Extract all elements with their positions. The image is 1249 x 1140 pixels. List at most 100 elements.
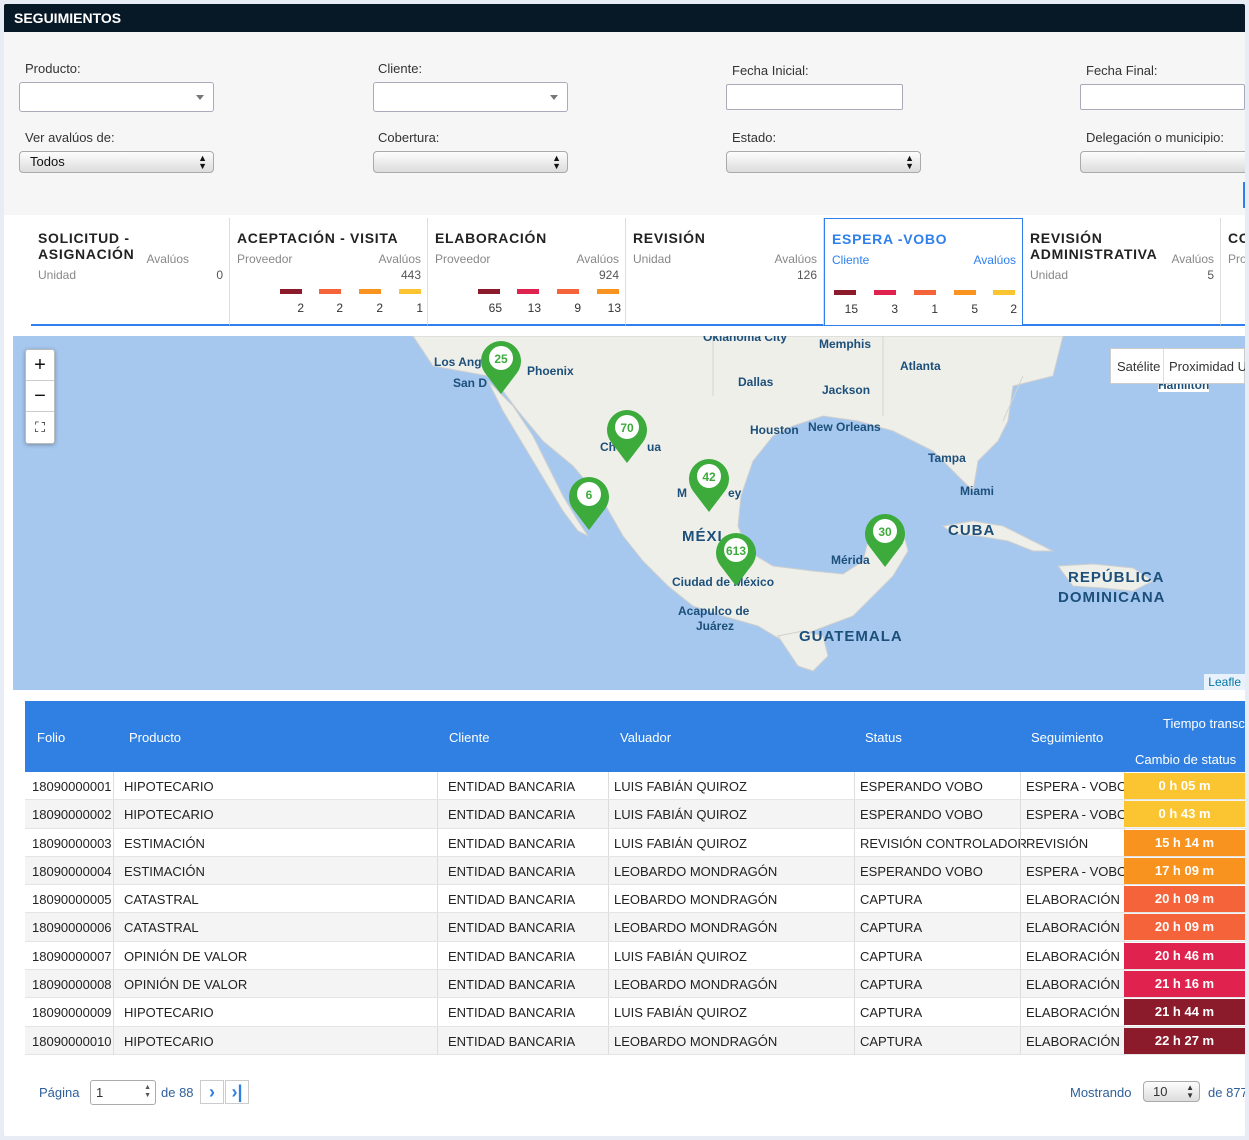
stage-sub: Cliente xyxy=(832,253,870,267)
stage-title: REVISIÓN ADMINISTRATIVA xyxy=(1030,230,1158,262)
cell-status: CAPTURA xyxy=(860,1005,923,1021)
table-row[interactable]: 18090000007 OPINIÓN DE VALOR ENTIDAD BANCA… xyxy=(25,941,1245,971)
cell-folio: 18090000008 xyxy=(32,977,112,993)
cell-seguimiento: REVISIÓN xyxy=(1026,835,1089,851)
producto-select[interactable] xyxy=(19,82,214,112)
table-row[interactable]: 18090000009 HIPOTECARIO ENTIDAD BANCARIA LU… xyxy=(25,998,1245,1027)
cell-seguimiento: ELABORACIÓN xyxy=(1026,948,1120,964)
city-label: Jackson xyxy=(822,383,871,397)
stage-aceptacion-visita[interactable]: ACEPTACIÓN - VISITA Proveedor Avalúos 44… xyxy=(230,218,428,326)
country-label: CUBA xyxy=(948,522,996,539)
bar-count: 5 xyxy=(971,302,978,316)
col-tiempo[interactable]: Tiempo transc xyxy=(1163,716,1245,731)
stage-title: ESPERA -VOBO xyxy=(832,231,948,247)
stage-elaboracion[interactable]: ELABORACIÓN Proveedor Avalúos 924 65 13 … xyxy=(428,218,626,326)
stage-count: 0 xyxy=(216,268,223,282)
map-marker[interactable]: 6 xyxy=(564,472,614,532)
zoom-controls: + − ⛶ xyxy=(25,349,55,444)
bar-low xyxy=(954,290,976,295)
next-page-button[interactable]: › xyxy=(200,1080,224,1104)
map-land xyxy=(13,336,1245,690)
map-marker[interactable]: 30 xyxy=(860,509,910,569)
map-marker[interactable]: 25 xyxy=(476,336,526,396)
cell-cliente: ENTIDAD BANCARIA xyxy=(448,948,576,964)
col-producto[interactable]: Producto xyxy=(129,730,182,745)
zoom-in-button[interactable]: + xyxy=(26,350,54,381)
stage-espera-vobo[interactable]: ESPERA -VOBO Cliente Avalúos 15 3 1 5 2 xyxy=(824,218,1023,326)
cobertura-select[interactable]: ▲ ▼ xyxy=(373,151,568,173)
map[interactable]: Oklahoma City Memphis Los Ang San D Phoe… xyxy=(13,336,1245,690)
ver-avaluos-select[interactable]: Todos ▲ ▼ xyxy=(19,151,214,173)
stage-revision[interactable]: REVISIÓN Unidad Avalúos 126 xyxy=(626,218,824,326)
cliente-select[interactable] xyxy=(373,82,568,112)
col-cliente[interactable]: Cliente xyxy=(449,730,490,745)
table-row[interactable]: 18090000001 HIPOTECARIO ENTIDAD BANCARIA LU… xyxy=(25,772,1245,801)
svg-text:6: 6 xyxy=(586,488,593,502)
bar-count: 9 xyxy=(574,301,581,315)
column-divider xyxy=(113,800,114,828)
layer-proximidad[interactable]: Proximidad U xyxy=(1169,359,1245,374)
map-attribution[interactable]: Leafle xyxy=(1204,674,1245,690)
stage-partial[interactable]: CO Pro xyxy=(1221,218,1245,326)
fecha-inicial-input[interactable] xyxy=(726,84,903,110)
stage-solicitud-asignacion[interactable]: SOLICITUD - ASIGNACIÓN Unidad Avalúos 0 xyxy=(31,218,230,326)
svg-text:613: 613 xyxy=(726,544,746,558)
cell-valuador: LEOBARDO MONDRAGÓN xyxy=(614,863,778,879)
column-divider xyxy=(854,885,855,913)
cell-status: CAPTURA xyxy=(860,920,923,936)
table-row[interactable]: 18090000003 ESTIMACIÓN ENTIDAD BANCARIA LUI… xyxy=(25,828,1245,857)
select-arrows-icon: ▲ ▼ xyxy=(905,153,914,171)
cell-producto: HIPOTECARIO xyxy=(124,1033,214,1049)
col-folio[interactable]: Folio xyxy=(37,730,66,745)
estado-select[interactable]: ▲ ▼ xyxy=(726,151,921,173)
bar-high xyxy=(874,290,896,295)
table-row[interactable]: 18090000002 HIPOTECARIO ENTIDAD BANCARIA LU… xyxy=(25,800,1245,829)
cell-producto: ESTIMACIÓN xyxy=(124,863,205,879)
pagina-label: Página xyxy=(39,1085,80,1100)
last-page-button[interactable]: ›| xyxy=(225,1080,249,1104)
col-seguimiento[interactable]: Seguimiento xyxy=(1031,730,1104,745)
city-label: Mérida xyxy=(831,553,870,567)
select-arrows-icon: ▲ ▼ xyxy=(552,153,561,171)
stage-revision-administrativa[interactable]: REVISIÓN ADMINISTRATIVA Unidad Avalúos 5 xyxy=(1023,218,1221,326)
bar-low xyxy=(399,289,421,294)
cell-producto: CATASTRAL xyxy=(124,920,199,936)
column-divider xyxy=(1020,772,1021,800)
cell-tiempo: 0 h 43 m xyxy=(1124,801,1245,828)
cell-status: CAPTURA xyxy=(860,892,923,908)
layer-switcher: Satélite Proximidad U xyxy=(1110,348,1245,385)
map-marker[interactable]: 42 xyxy=(684,454,734,514)
layer-satelite[interactable]: Satélite xyxy=(1117,359,1161,374)
map-marker[interactable]: 613 xyxy=(711,528,761,588)
cell-valuador: LUIS FABIÁN QUIROZ xyxy=(614,835,747,851)
col-valuador[interactable]: Valuador xyxy=(620,730,672,745)
stage-avaluos-label: Avalúos xyxy=(1171,252,1214,266)
table-row[interactable]: 18090000005 CATASTRAL ENTIDAD BANCARIA LEOB… xyxy=(25,885,1245,914)
map-marker[interactable]: 70 xyxy=(602,405,652,465)
bar-low xyxy=(597,289,619,294)
stage-title: CO xyxy=(1228,230,1245,246)
cell-cliente: ENTIDAD BANCARIA xyxy=(448,920,576,936)
cell-cliente: ENTIDAD BANCARIA xyxy=(448,835,576,851)
column-divider xyxy=(608,856,609,885)
table-row[interactable]: 18090000004 ESTIMACIÓN ENTIDAD BANCARIA LEO… xyxy=(25,856,1245,886)
col-status[interactable]: Status xyxy=(865,730,902,745)
column-divider xyxy=(437,772,438,800)
table-row[interactable]: 18090000006 CATASTRAL ENTIDAD BANCARIA LEOB… xyxy=(25,913,1245,942)
cell-tiempo: 20 h 09 m xyxy=(1124,886,1245,913)
page-input[interactable]: 1 ▲ ▼ xyxy=(90,1080,156,1105)
column-divider xyxy=(113,772,114,800)
cell-seguimiento: ESPERA - VOBO xyxy=(1026,807,1128,823)
table-row[interactable]: 18090000010 HIPOTECARIO ENTIDAD BANCARIA LE… xyxy=(25,1026,1245,1055)
stepper-icon: ▲ ▼ xyxy=(144,1084,151,1099)
fecha-final-input[interactable] xyxy=(1080,84,1245,110)
per-page-select[interactable]: 10 ▲ ▼ xyxy=(1143,1081,1200,1102)
fullscreen-icon[interactable]: ⛶ xyxy=(35,419,45,435)
cell-seguimiento: ELABORACIÓN xyxy=(1026,1005,1120,1021)
cell-status: ESPERANDO VOBO xyxy=(860,807,983,823)
zoom-out-button[interactable]: − xyxy=(26,381,54,412)
col-cambio-status[interactable]: Cambio de status xyxy=(1135,752,1237,767)
column-divider xyxy=(1020,800,1021,828)
table-row[interactable]: 18090000008 OPINIÓN DE VALOR ENTIDAD BANCA… xyxy=(25,970,1245,999)
delegacion-select[interactable] xyxy=(1080,151,1245,173)
